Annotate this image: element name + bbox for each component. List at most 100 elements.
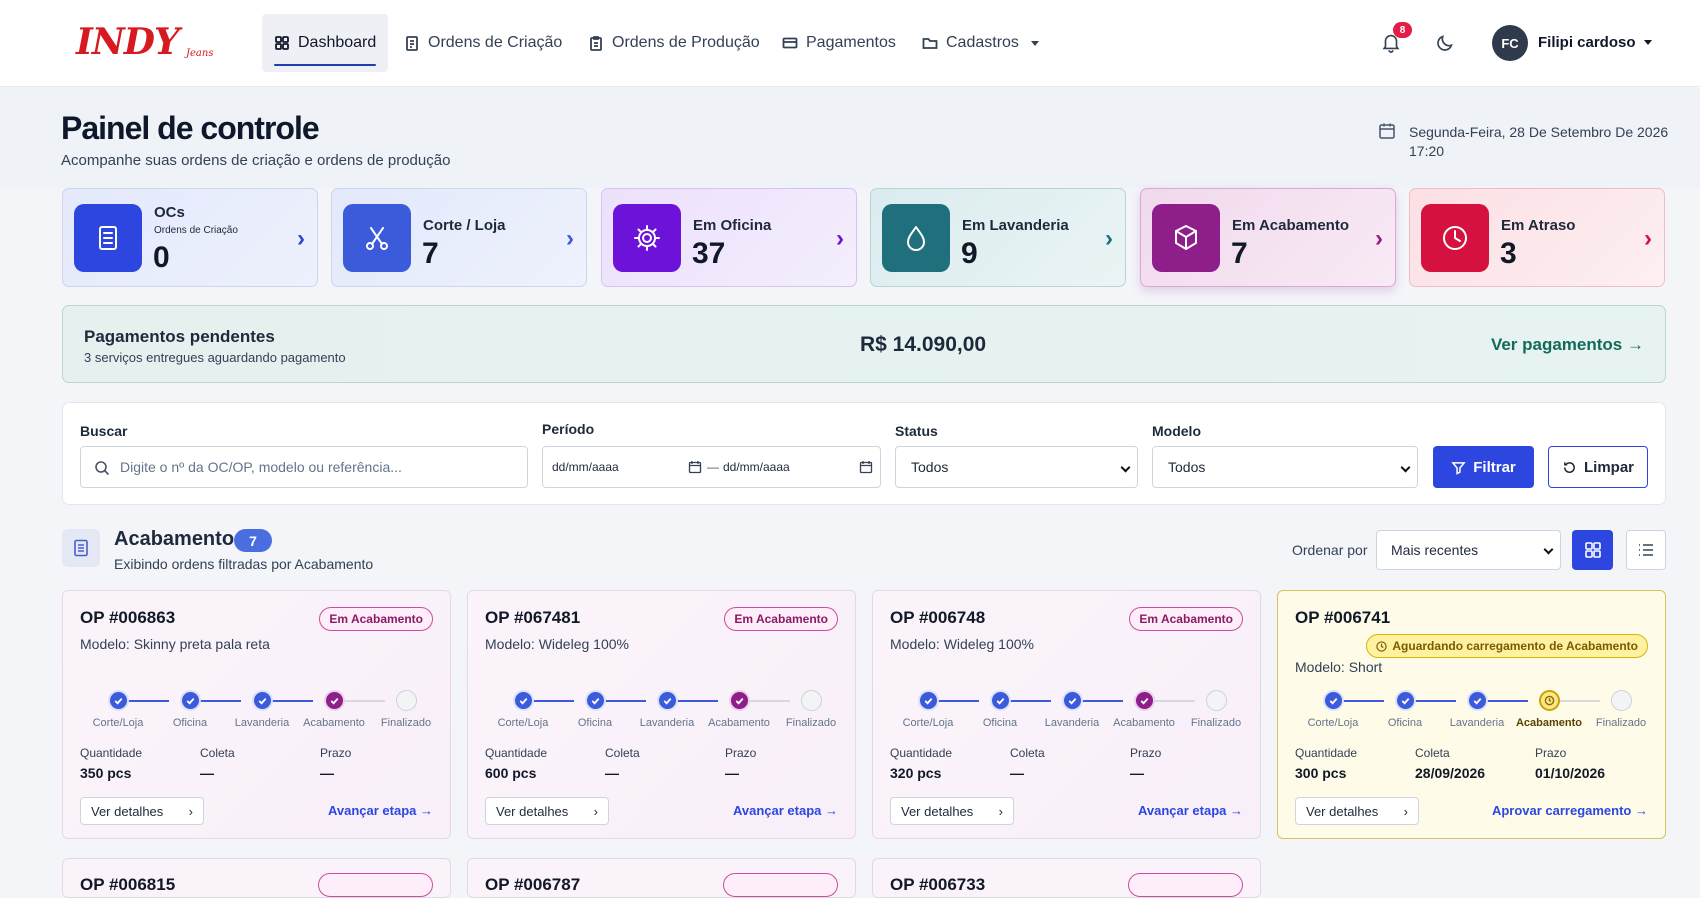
kpi-em-atraso[interactable]: Em Atraso 3 › bbox=[1409, 188, 1665, 287]
nav-dashboard[interactable]: Dashboard bbox=[262, 14, 389, 72]
order-number: OP #006863 bbox=[80, 608, 176, 627]
kpi-corte-loja[interactable]: Corte / Loja 7 › bbox=[331, 188, 587, 287]
advance-action-link[interactable]: Avançar etapa → bbox=[732, 803, 838, 818]
details-label: Ver detalhes bbox=[1306, 803, 1379, 819]
check-icon bbox=[114, 698, 123, 705]
order-model: Modelo: Wideleg 100% bbox=[890, 636, 1034, 652]
step-label: Lavanderia bbox=[234, 717, 290, 729]
step-label: Lavanderia bbox=[1044, 717, 1100, 729]
kpi-em-acabamento[interactable]: Em Acabamento 7 › bbox=[1140, 188, 1396, 287]
sort-value: Mais recentes bbox=[1391, 542, 1479, 558]
details-button[interactable]: Ver detalhes › bbox=[890, 797, 1014, 825]
bell-icon[interactable] bbox=[1380, 31, 1402, 53]
details-button[interactable]: Ver detalhes › bbox=[485, 797, 609, 825]
pending-payments-banner: Pagamentos pendentes 3 serviços entregue… bbox=[62, 305, 1666, 383]
order-card[interactable]: OP #006748 Em Acabamento Modelo: Wideleg 1… bbox=[872, 590, 1261, 839]
check-icon bbox=[1068, 698, 1077, 705]
filter-button[interactable]: Filtrar bbox=[1433, 446, 1534, 488]
grid-view-button[interactable] bbox=[1572, 530, 1613, 570]
status-select[interactable]: Todos bbox=[895, 446, 1138, 488]
order-card[interactable]: OP #006733 bbox=[872, 858, 1261, 898]
advance-action-link[interactable]: Avançar etapa → bbox=[1137, 803, 1243, 818]
step-dot bbox=[396, 690, 417, 711]
order-card[interactable]: OP #006863 Em Acabamento Modelo: Skinny pr… bbox=[62, 590, 451, 839]
qty-value: 600 pcs bbox=[485, 765, 537, 781]
details-button[interactable]: Ver detalhes › bbox=[80, 797, 204, 825]
kpi-title: Em Lavanderia bbox=[962, 217, 1069, 234]
document-icon bbox=[74, 204, 142, 272]
order-number: OP #006787 bbox=[485, 875, 581, 894]
pickup-value: 28/09/2026 bbox=[1415, 765, 1486, 781]
order-card[interactable]: OP #067481 Em Acabamento Modelo: Wideleg 1… bbox=[467, 590, 856, 839]
qty-value: 350 pcs bbox=[80, 765, 132, 781]
details-label: Ver detalhes bbox=[496, 803, 569, 819]
current-date: Segunda-Feira, 28 De Setembro De 2026 17:… bbox=[1409, 123, 1669, 161]
notification-badge: 8 bbox=[1393, 22, 1412, 38]
avatar[interactable]: FC bbox=[1492, 25, 1528, 61]
kpi-value: 3 bbox=[1500, 237, 1517, 270]
folder-icon bbox=[922, 38, 938, 49]
qty-label: Quantidade bbox=[80, 746, 143, 760]
reset-icon bbox=[1564, 461, 1575, 473]
payments-subtitle: 3 serviços entregues aguardando pagament… bbox=[84, 350, 346, 365]
section-count-badge: 7 bbox=[234, 529, 272, 552]
check-icon bbox=[924, 698, 933, 705]
clock-icon bbox=[1421, 204, 1489, 272]
order-card[interactable]: OP #006815 bbox=[62, 858, 451, 898]
step-connector bbox=[667, 700, 718, 702]
kpi-em-oficina[interactable]: Em Oficina 37 › bbox=[601, 188, 857, 287]
date-to-input[interactable]: dd/mm/aaaa bbox=[723, 460, 790, 474]
list-view-button[interactable] bbox=[1626, 530, 1666, 570]
due-value: — bbox=[1130, 765, 1144, 781]
sort-select[interactable]: Mais recentes bbox=[1376, 530, 1561, 570]
nav-ordens-criacao[interactable]: Ordens de Criação bbox=[392, 14, 574, 72]
chevron-right-icon: › bbox=[836, 225, 844, 252]
order-card[interactable]: OP #006741 Aguardando carregamento de Aca… bbox=[1277, 590, 1666, 839]
details-label: Ver detalhes bbox=[91, 803, 164, 819]
nav-label: Cadastros bbox=[946, 34, 1019, 51]
user-name[interactable]: Filipi cardoso bbox=[1538, 34, 1636, 51]
calendar-icon[interactable] bbox=[859, 460, 873, 474]
step-dot bbox=[729, 690, 750, 711]
kpi-title: Em Atraso bbox=[1501, 217, 1576, 234]
order-card[interactable]: OP #006787 bbox=[467, 858, 856, 898]
step-label: Finalizado bbox=[1190, 717, 1242, 729]
progress-stepper: Corte/Loja Oficina Lavanderia Acabamento Fin… bbox=[80, 689, 435, 729]
scissors-icon bbox=[343, 204, 411, 272]
nav-ordens-producao[interactable]: Ordens de Produção bbox=[576, 14, 772, 72]
clipboard-icon bbox=[406, 36, 418, 51]
status-badge: Em Acabamento bbox=[319, 607, 433, 631]
progress-stepper: Corte/Loja Oficina Lavanderia Acabamento Fin… bbox=[1295, 689, 1650, 729]
search-placeholder: Digite o nº da OC/OP, modelo ou referênc… bbox=[120, 459, 402, 475]
kpi-em-lavanderia[interactable]: Em Lavanderia 9 › bbox=[870, 188, 1126, 287]
nav-pagamentos[interactable]: Pagamentos bbox=[770, 14, 908, 72]
kpi-value: 7 bbox=[1231, 237, 1248, 270]
nav-cadastros[interactable]: Cadastros bbox=[910, 14, 1051, 72]
payments-title: Pagamentos pendentes bbox=[84, 327, 275, 346]
clipboard-list-icon bbox=[590, 36, 602, 51]
order-number: OP #006741 bbox=[1295, 608, 1391, 627]
model-value: Todos bbox=[1168, 459, 1206, 475]
indy-logo[interactable]: INDY Jeans bbox=[76, 20, 213, 66]
chevron-right-icon: › bbox=[188, 804, 193, 819]
view-payments-link[interactable]: Ver pagamentos → bbox=[1490, 335, 1644, 354]
step-label: Lavanderia bbox=[1449, 717, 1505, 729]
date-from-input[interactable]: dd/mm/aaaa bbox=[552, 460, 619, 474]
advance-action-link[interactable]: Aprovar carregamento → bbox=[1491, 803, 1648, 818]
step-connector bbox=[739, 700, 790, 702]
qty-value: 300 pcs bbox=[1295, 765, 1347, 781]
step-label: Finalizado bbox=[1595, 717, 1647, 729]
kpi-ocs[interactable]: OCs Ordens de Criação 0 › bbox=[62, 188, 318, 287]
step-dot bbox=[1062, 690, 1083, 711]
search-input[interactable]: Digite o nº da OC/OP, modelo ou referênc… bbox=[80, 446, 528, 488]
step-connector bbox=[1477, 700, 1528, 702]
moon-icon[interactable] bbox=[1434, 32, 1456, 54]
top-navbar: INDY Jeans Dashboard Ordens de Criação O… bbox=[0, 0, 1700, 87]
chevron-down-icon[interactable] bbox=[1644, 40, 1652, 45]
clear-button[interactable]: Limpar bbox=[1548, 446, 1648, 488]
calendar-icon[interactable] bbox=[688, 460, 702, 474]
advance-action-link[interactable]: Avançar etapa → bbox=[327, 803, 433, 818]
details-button[interactable]: Ver detalhes › bbox=[1295, 797, 1419, 825]
model-select[interactable]: Todos bbox=[1152, 446, 1418, 488]
chevron-right-icon: › bbox=[1375, 225, 1383, 252]
